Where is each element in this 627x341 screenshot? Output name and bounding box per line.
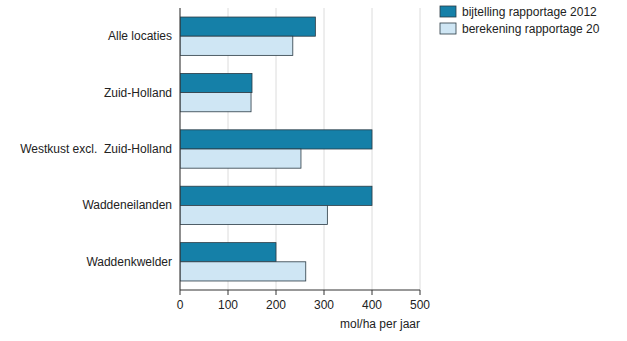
legend-swatch xyxy=(440,6,456,17)
legend-label: bijtelling rapportage 2012 xyxy=(462,5,597,19)
tick-mark xyxy=(372,290,373,295)
bar xyxy=(180,186,372,205)
category-label: Westkust excl. Zuid-Holland xyxy=(20,142,172,156)
tick-label: 400 xyxy=(362,298,382,312)
grid-line xyxy=(420,8,421,290)
bar xyxy=(180,262,306,281)
bar xyxy=(180,73,252,92)
category-label: Alle locaties xyxy=(108,29,172,43)
tick-mark xyxy=(324,290,325,295)
bar xyxy=(180,93,251,112)
x-axis xyxy=(180,290,420,291)
tick-label: 0 xyxy=(177,298,184,312)
bar xyxy=(180,243,276,262)
grid-line xyxy=(180,8,181,290)
tick-mark xyxy=(180,290,181,295)
bar xyxy=(180,149,301,168)
tick-label: 300 xyxy=(314,298,334,312)
bar xyxy=(180,205,327,224)
tick-label: 200 xyxy=(266,298,286,312)
legend-swatch xyxy=(440,23,456,34)
bar xyxy=(180,36,293,55)
y-axis xyxy=(180,8,181,290)
category-label: Zuid-Holland xyxy=(104,86,172,100)
tick-label: 500 xyxy=(410,298,430,312)
category-label: Waddeneilanden xyxy=(82,198,172,212)
tick-mark xyxy=(276,290,277,295)
tick-mark xyxy=(420,290,421,295)
chart: 0 100 200 300 400 500 Alle locaties Zuid-Hollan… xyxy=(0,0,627,341)
bar xyxy=(180,17,315,36)
bar xyxy=(180,130,372,149)
bars xyxy=(180,17,372,281)
legend-label: berekening rapportage 20 xyxy=(462,22,600,36)
category-label: Waddenkwelder xyxy=(86,255,172,269)
tick-label: 100 xyxy=(218,298,238,312)
axis-title: mol/ha per jaar xyxy=(340,317,420,331)
tick-mark xyxy=(228,290,229,295)
